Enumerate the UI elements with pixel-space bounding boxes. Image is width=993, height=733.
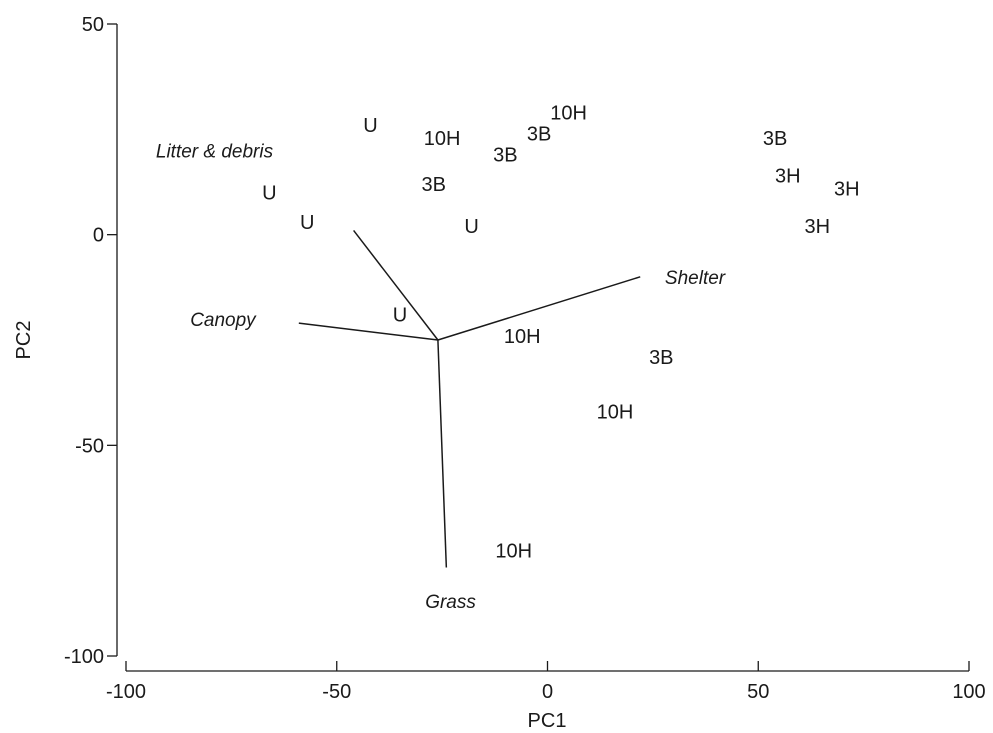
y-tick-label: -50 (75, 435, 104, 457)
loading-vector-label: Grass (425, 592, 476, 613)
y-tick-label: 50 (82, 14, 104, 36)
score-point-label: 3B (527, 124, 551, 146)
score-point-label: 10H (495, 541, 532, 563)
loading-vector-line (298, 322, 439, 341)
score-point-label: 3B (493, 145, 517, 167)
score-point-label: 3H (775, 166, 801, 188)
score-point-label: 3B (763, 128, 787, 150)
x-tick-label: 50 (747, 681, 769, 703)
score-point-label: U (262, 183, 276, 205)
y-tick-label: -100 (64, 646, 104, 668)
loading-vector-label: Shelter (665, 268, 726, 289)
score-point-label: U (464, 216, 478, 238)
y-tick-label: 0 (93, 225, 104, 247)
loading-vector-line (437, 276, 641, 341)
loading-vector-label: Canopy (190, 310, 257, 331)
score-point-label: U (393, 305, 407, 327)
y-ticks: 50 0 -50 -100 (64, 14, 117, 668)
x-tick-label: -50 (322, 681, 351, 703)
score-point-label: U (300, 212, 314, 234)
loading-vector-line (437, 339, 448, 568)
x-tick-label: 100 (952, 681, 985, 703)
loading-vector-line (353, 229, 439, 341)
score-point-label: U (363, 115, 377, 137)
score-point-label: 3H (834, 178, 860, 200)
loading-vector-label: Litter & debris (156, 141, 274, 162)
x-tick-label: 0 (542, 681, 553, 703)
score-point-label: 10H (550, 102, 587, 124)
y-axis-title: PC2 (13, 321, 35, 360)
score-point-label: 10H (504, 326, 541, 348)
x-tick-label: -100 (106, 681, 146, 703)
score-point-label: 10H (424, 128, 461, 150)
score-point-label: 3B (649, 347, 673, 369)
score-point-label: 3B (421, 174, 445, 196)
x-ticks: -100 -50 0 50 100 (106, 661, 986, 703)
x-axis-title: PC1 (528, 710, 567, 732)
score-point-label: 3H (804, 216, 830, 238)
score-point-label: 10H (597, 402, 634, 424)
loading-vectors: Litter & debris Shelter Canopy Grass (156, 141, 726, 613)
axes (116, 24, 969, 672)
